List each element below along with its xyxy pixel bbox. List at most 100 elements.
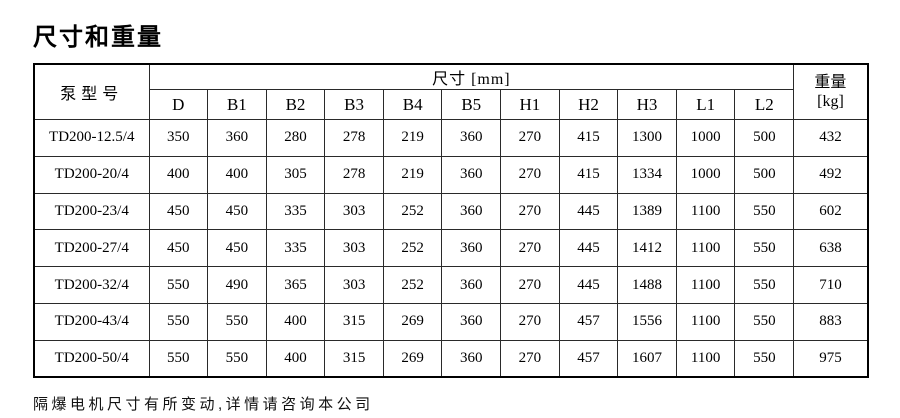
dimension-value-cell: 360 (441, 229, 502, 268)
dimension-value-cell: 445 (558, 192, 619, 231)
dimension-value-cell: 280 (265, 119, 326, 157)
dimension-value-cell: 303 (324, 266, 384, 304)
dimension-column-header: D (148, 89, 209, 120)
dimension-value-cell: 360 (441, 155, 502, 194)
dimension-value-cell: 219 (382, 119, 443, 157)
dimension-value-cell: 315 (324, 339, 384, 378)
dimension-value-cell: 270 (500, 302, 560, 341)
dimension-value-cell: 270 (500, 266, 560, 304)
dimension-value-cell: 450 (207, 229, 267, 268)
dimension-value-cell: 1100 (675, 339, 736, 378)
pump-model-cell: TD200-43/4 (33, 302, 150, 341)
dimension-value-cell: 350 (148, 119, 209, 157)
dimension-value-cell: 360 (441, 119, 502, 157)
dimension-value-cell: 450 (207, 192, 267, 231)
dimension-value-cell: 1389 (617, 192, 677, 231)
dimensions-group-header: 尺寸 [mm] (148, 63, 795, 90)
dimension-value-cell: 315 (324, 302, 384, 341)
pump-model-cell: TD200-50/4 (33, 339, 150, 378)
dimension-value-cell: 400 (207, 155, 267, 194)
weight-header-line1: 重量 (814, 73, 847, 91)
weight-value-cell: 883 (793, 302, 869, 341)
dimension-value-cell: 400 (265, 302, 326, 341)
dimension-value-cell: 550 (148, 339, 209, 378)
dimension-column-header: B2 (265, 89, 326, 120)
dimension-value-cell: 360 (441, 302, 502, 341)
dimension-value-cell: 252 (382, 229, 443, 268)
dimension-value-cell: 303 (324, 192, 384, 231)
dimension-value-cell: 252 (382, 266, 443, 304)
dimension-value-cell: 1300 (617, 119, 677, 157)
page-title: 尺寸和重量 (33, 24, 163, 51)
dimension-value-cell: 270 (500, 192, 560, 231)
pump-model-column-header: 泵型号 (33, 63, 150, 120)
weight-value-cell: 432 (793, 119, 869, 157)
dimension-value-cell: 550 (148, 266, 209, 304)
dimension-value-cell: 278 (324, 119, 384, 157)
dimension-value-cell: 1556 (617, 302, 677, 341)
table-row: TD200-43/4 550 550 400 315 269 360 270 457 1556 11… (33, 302, 869, 341)
dimension-value-cell: 305 (265, 155, 326, 194)
dimension-value-cell: 400 (148, 155, 209, 194)
table-row: TD200-23/4 450 450 335 303 252 360 270 445 1389 11… (33, 192, 869, 231)
dimension-column-header: L1 (675, 89, 736, 120)
dimension-value-cell: 445 (558, 266, 619, 304)
header-row-group: 泵型号 尺寸 [mm] 重量 [kg] (33, 63, 869, 120)
dimension-value-cell: 400 (265, 339, 326, 378)
table-body: TD200-12.5/4 350 360 280 278 219 360 270 415 1300… (33, 119, 869, 378)
dimension-column-header: L2 (734, 89, 795, 120)
footer-note: 隔爆电机尺寸有所变动,详情请咨询本公司 (33, 396, 374, 414)
weight-value-cell: 602 (793, 192, 869, 231)
dimension-value-cell: 450 (148, 229, 209, 268)
table-row: TD200-12.5/4 350 360 280 278 219 360 270 415 1300… (33, 119, 869, 157)
dimension-value-cell: 335 (265, 192, 326, 231)
weight-value-cell: 492 (793, 155, 869, 194)
dimension-value-cell: 269 (382, 339, 443, 378)
dimension-value-cell: 450 (148, 192, 209, 231)
dimension-value-cell: 500 (734, 119, 795, 157)
table-row: TD200-27/4 450 450 335 303 252 360 270 445 1412 11… (33, 229, 869, 268)
dimension-value-cell: 490 (207, 266, 267, 304)
dimension-value-cell: 303 (324, 229, 384, 268)
weight-value-cell: 638 (793, 229, 869, 268)
dimension-value-cell: 550 (207, 302, 267, 341)
dimension-value-cell: 415 (558, 155, 619, 194)
dimension-value-cell: 365 (265, 266, 326, 304)
dimension-value-cell: 360 (441, 266, 502, 304)
table-row: TD200-20/4 400 400 305 278 219 360 270 415 1334 10… (33, 155, 869, 194)
table-header: 泵型号 尺寸 [mm] 重量 [kg] D B1 B2 B3 B4 B5 H1 H2 H3 L1 L… (33, 63, 869, 120)
pump-model-cell: TD200-23/4 (33, 192, 150, 231)
dimension-value-cell: 1100 (675, 266, 736, 304)
dimension-value-cell: 550 (734, 302, 795, 341)
dimension-value-cell: 550 (734, 339, 795, 378)
dimension-value-cell: 550 (734, 192, 795, 231)
dimension-value-cell: 360 (207, 119, 267, 157)
dimension-value-cell: 252 (382, 192, 443, 231)
weight-column-header: 重量 [kg] (793, 63, 869, 120)
dimension-value-cell: 335 (265, 229, 326, 268)
dimensions-weight-table: 泵型号 尺寸 [mm] 重量 [kg] D B1 B2 B3 B4 B5 H1 H2 H3 L1 L… (33, 63, 869, 379)
dimension-value-cell: 219 (382, 155, 443, 194)
dimension-value-cell: 270 (500, 119, 560, 157)
dimension-value-cell: 270 (500, 339, 560, 378)
pump-model-cell: TD200-32/4 (33, 266, 150, 304)
pump-model-cell: TD200-27/4 (33, 229, 150, 268)
dimension-value-cell: 270 (500, 229, 560, 268)
dimension-value-cell: 500 (734, 155, 795, 194)
dimension-column-header: B1 (207, 89, 267, 120)
dimension-column-header: H2 (558, 89, 619, 120)
dimension-value-cell: 457 (558, 302, 619, 341)
dimension-column-header: H3 (617, 89, 677, 120)
dimension-value-cell: 1607 (617, 339, 677, 378)
dimension-value-cell: 550 (148, 302, 209, 341)
dimension-column-header: B5 (441, 89, 502, 120)
dimension-value-cell: 1412 (617, 229, 677, 268)
table-row: TD200-32/4 550 490 365 303 252 360 270 445 1488 11… (33, 266, 869, 304)
dimension-value-cell: 360 (441, 339, 502, 378)
pump-model-cell: TD200-12.5/4 (33, 119, 150, 157)
dimension-value-cell: 269 (382, 302, 443, 341)
dimension-value-cell: 550 (734, 266, 795, 304)
dimension-value-cell: 1000 (675, 119, 736, 157)
header-row-dimension-columns: D B1 B2 B3 B4 B5 H1 H2 H3 L1 L2 (34, 89, 868, 120)
dimension-value-cell: 1100 (675, 229, 736, 268)
